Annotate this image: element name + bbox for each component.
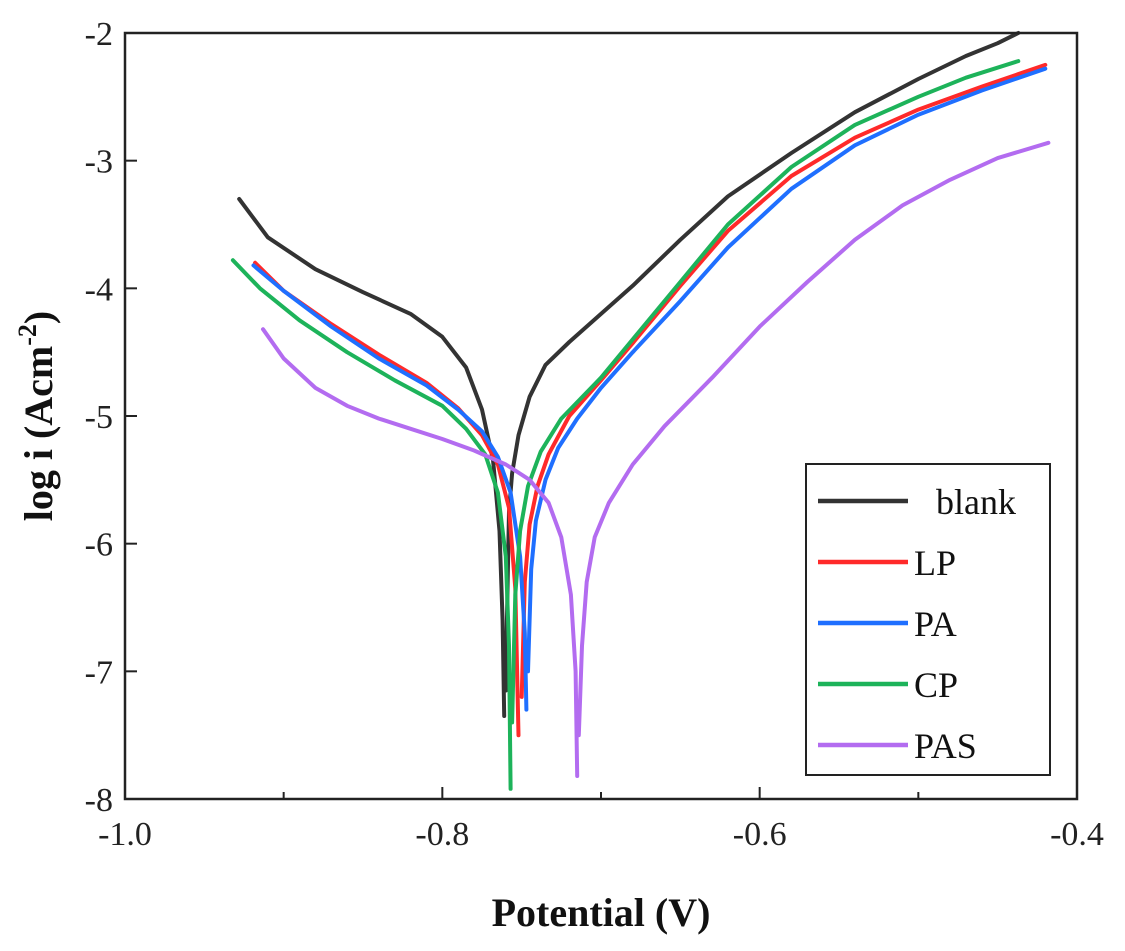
legend-label-pas: PAS (914, 726, 977, 766)
legend-label-blank: blank (936, 482, 1016, 522)
x-tick-label: -0.6 (733, 816, 787, 853)
series-line-cp (230, 59, 1021, 791)
x-tick-label: -0.4 (1050, 816, 1104, 853)
y-tick-label: -6 (85, 527, 113, 564)
legend-label-lp: LP (914, 543, 956, 583)
legend-label-cp: CP (914, 665, 958, 705)
y-tick-label: -2 (85, 16, 113, 53)
y-tick-label: -7 (85, 654, 113, 691)
y-axis-title: log i (Acm-2) (13, 311, 61, 522)
x-tick-label: -0.8 (415, 816, 469, 853)
y-tick-label: -8 (85, 782, 113, 819)
y-tick-label: -5 (85, 399, 113, 436)
legend-label-pa: PA (914, 604, 957, 644)
legend: blank LP PA CP PAS (805, 463, 1051, 776)
x-axis-title: Potential (V) (492, 890, 711, 935)
legend-box (805, 463, 1051, 776)
y-axis-title-sup: -2 (13, 324, 42, 346)
ticks-layer: -1.0 -0.8 -0.6 -0.4 -8 -7 -6 -5 -4 -3 -2 (85, 16, 1104, 853)
series-line-pa (251, 66, 1048, 712)
y-axis-title-close: ) (16, 311, 61, 324)
y-axis-title-main: log i (Acm (16, 346, 61, 522)
series-layer (230, 31, 1051, 791)
series-line-blank (237, 31, 1021, 718)
y-tick-label: -3 (85, 144, 113, 181)
x-tick-label: -1.0 (98, 816, 152, 853)
y-tick-label: -4 (85, 271, 113, 308)
series-line-pas (261, 140, 1051, 778)
